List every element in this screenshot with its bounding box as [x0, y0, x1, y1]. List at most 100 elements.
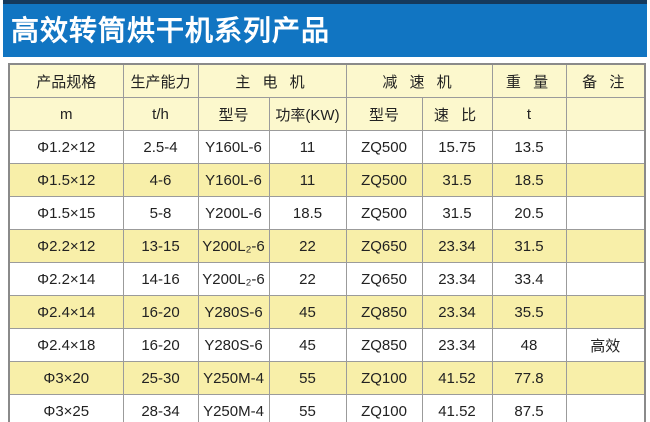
reducer-model-cell: ZQ650: [345, 229, 423, 263]
header-row-1: 产品规格 生产能力 主 电 机 减 速 机 重 量 备 注: [8, 63, 646, 98]
header-note-blank: [565, 97, 646, 131]
weight-cell: 18.5: [491, 163, 567, 197]
header-reducer-group: 减 速 机: [345, 63, 493, 98]
header-note: 备 注: [565, 63, 646, 98]
motor-model-cell: Y200L₂-6: [197, 229, 270, 263]
motor-model-cell: Y160L-6: [197, 163, 270, 197]
motor-model-cell: Y200L-6: [197, 196, 270, 230]
speed-ratio-cell: 41.52: [421, 394, 493, 422]
motor-model-cell: Y280S-6: [197, 295, 270, 329]
note-cell: [565, 295, 646, 329]
reducer-model-cell: ZQ500: [345, 196, 423, 230]
weight-cell: 87.5: [491, 394, 567, 422]
spec-cell: Φ1.2×12: [8, 130, 124, 164]
title-banner: 高效转筒烘干机系列产品: [3, 0, 647, 57]
capacity-cell: 5-8: [122, 196, 199, 230]
spec-cell: Φ2.2×14: [8, 262, 124, 296]
product-spec-table: 产品规格 生产能力 主 电 机 减 速 机 重 量 备 注 m t/h 型号 功…: [8, 63, 646, 422]
header-motor-group: 主 电 机: [197, 63, 347, 98]
reducer-model-cell: ZQ850: [345, 295, 423, 329]
table-row: Φ2.4×14 16-20 Y280S-6 45 ZQ850 23.34 35.…: [8, 295, 646, 329]
capacity-cell: 25-30: [122, 361, 199, 395]
motor-power-cell: 55: [268, 394, 347, 422]
speed-ratio-cell: 23.34: [421, 229, 493, 263]
weight-cell: 35.5: [491, 295, 567, 329]
weight-cell: 13.5: [491, 130, 567, 164]
motor-model-cell: Y160L-6: [197, 130, 270, 164]
table-row: Φ1.2×12 2.5-4 Y160L-6 11 ZQ500 15.75 13.…: [8, 130, 646, 164]
note-cell: 高效: [565, 328, 646, 362]
motor-model-cell: Y250M-4: [197, 361, 270, 395]
spec-cell: Φ2.4×14: [8, 295, 124, 329]
table-row: Φ3×20 25-30 Y250M-4 55 ZQ100 41.52 77.8: [8, 361, 646, 395]
motor-power-cell: 18.5: [268, 196, 347, 230]
header-motor-model: 型号: [197, 97, 270, 131]
speed-ratio-cell: 23.34: [421, 262, 493, 296]
reducer-model-cell: ZQ500: [345, 163, 423, 197]
capacity-cell: 2.5-4: [122, 130, 199, 164]
reducer-model-cell: ZQ500: [345, 130, 423, 164]
header-motor-power: 功率(KW): [268, 97, 347, 131]
speed-ratio-cell: 15.75: [421, 130, 493, 164]
page-title: 高效转筒烘干机系列产品: [11, 14, 331, 46]
speed-ratio-cell: 23.34: [421, 295, 493, 329]
note-cell: [565, 361, 646, 395]
reducer-model-cell: ZQ100: [345, 394, 423, 422]
note-cell: [565, 262, 646, 296]
motor-power-cell: 45: [268, 328, 347, 362]
motor-power-cell: 11: [268, 163, 347, 197]
table-row: Φ2.2×14 14-16 Y200L₂-6 22 ZQ650 23.34 33…: [8, 262, 646, 296]
speed-ratio-cell: 23.34: [421, 328, 493, 362]
spec-cell: Φ2.2×12: [8, 229, 124, 263]
motor-power-cell: 55: [268, 361, 347, 395]
weight-cell: 33.4: [491, 262, 567, 296]
motor-power-cell: 22: [268, 229, 347, 263]
header-reducer-model: 型号: [345, 97, 423, 131]
capacity-cell: 4-6: [122, 163, 199, 197]
header-speed-ratio: 速 比: [421, 97, 493, 131]
speed-ratio-cell: 31.5: [421, 163, 493, 197]
capacity-cell: 13-15: [122, 229, 199, 263]
note-cell: [565, 229, 646, 263]
header-spec: 产品规格: [8, 63, 124, 98]
capacity-cell: 28-34: [122, 394, 199, 422]
weight-cell: 77.8: [491, 361, 567, 395]
weight-cell: 31.5: [491, 229, 567, 263]
spec-cell: Φ3×25: [8, 394, 124, 422]
header-row-2: m t/h 型号 功率(KW) 型号 速 比 t: [8, 97, 646, 131]
reducer-model-cell: ZQ850: [345, 328, 423, 362]
note-cell: [565, 130, 646, 164]
motor-model-cell: Y280S-6: [197, 328, 270, 362]
speed-ratio-cell: 31.5: [421, 196, 493, 230]
table-row: Φ1.5×12 4-6 Y160L-6 11 ZQ500 31.5 18.5: [8, 163, 646, 197]
table-row: Φ1.5×15 5-8 Y200L-6 18.5 ZQ500 31.5 20.5: [8, 196, 646, 230]
motor-power-cell: 11: [268, 130, 347, 164]
capacity-cell: 14-16: [122, 262, 199, 296]
spec-cell: Φ3×20: [8, 361, 124, 395]
speed-ratio-cell: 41.52: [421, 361, 493, 395]
note-cell: [565, 196, 646, 230]
reducer-model-cell: ZQ100: [345, 361, 423, 395]
header-capacity-unit: t/h: [122, 97, 199, 131]
capacity-cell: 16-20: [122, 295, 199, 329]
motor-model-cell: Y200L₂-6: [197, 262, 270, 296]
spec-cell: Φ1.5×15: [8, 196, 124, 230]
table-row: Φ2.4×18 16-20 Y280S-6 45 ZQ850 23.34 48 …: [8, 328, 646, 362]
header-spec-unit: m: [8, 97, 124, 131]
note-cell: [565, 394, 646, 422]
table-row: Φ3×25 28-34 Y250M-4 55 ZQ100 41.52 87.5: [8, 394, 646, 422]
motor-model-cell: Y250M-4: [197, 394, 270, 422]
header-weight-unit: t: [491, 97, 567, 131]
spec-cell: Φ1.5×12: [8, 163, 124, 197]
motor-power-cell: 45: [268, 295, 347, 329]
header-capacity: 生产能力: [122, 63, 199, 98]
table-row: Φ2.2×12 13-15 Y200L₂-6 22 ZQ650 23.34 31…: [8, 229, 646, 263]
weight-cell: 20.5: [491, 196, 567, 230]
reducer-model-cell: ZQ650: [345, 262, 423, 296]
header-weight: 重 量: [491, 63, 567, 98]
motor-power-cell: 22: [268, 262, 347, 296]
weight-cell: 48: [491, 328, 567, 362]
spec-cell: Φ2.4×18: [8, 328, 124, 362]
note-cell: [565, 163, 646, 197]
